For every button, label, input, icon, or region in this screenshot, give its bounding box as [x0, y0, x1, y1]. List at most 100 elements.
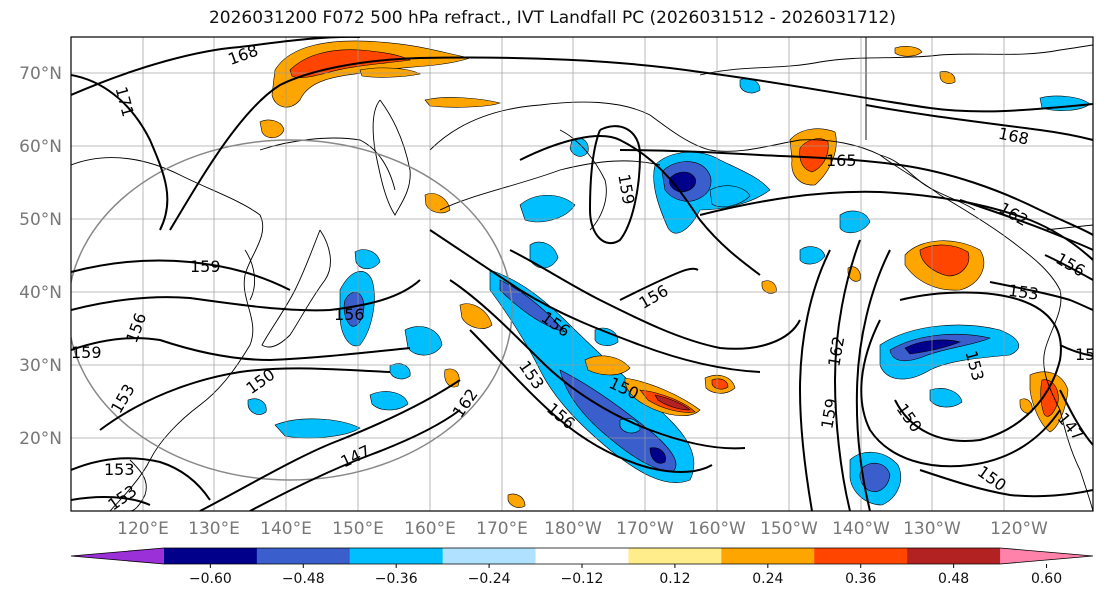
map-plot-area: 168 171 165 168 162 156 153 159 156 156 … — [71, 37, 1095, 511]
contour-156-central — [619, 267, 699, 301]
anomaly-north-orange-3 — [259, 119, 285, 139]
contour-147 — [249, 409, 461, 511]
lon-label: 160°W — [688, 519, 746, 539]
colorbar-segment — [163, 548, 258, 564]
contour-156-coast — [1044, 254, 1093, 281]
contour-165-gulf — [619, 149, 1093, 236]
contour-15-coast — [1059, 344, 1093, 357]
anomaly-red-800 — [799, 138, 829, 173]
contour-156-japan — [71, 279, 421, 312]
contour-150-low — [199, 379, 461, 511]
anomaly-orange-460 — [459, 303, 493, 329]
anomaly-coast-red — [1040, 379, 1059, 417]
anomaly-darkred-band — [654, 394, 691, 411]
coast-arctic — [699, 44, 1093, 76]
contour-150 — [99, 367, 391, 431]
contour-156-ar — [429, 229, 761, 373]
contour-156-low — [71, 496, 151, 506]
colorbar-tick-label: 0.36 — [845, 571, 876, 587]
colorbar-extend-low — [71, 548, 164, 564]
colorbar-tick-label: −0.24 — [468, 571, 511, 587]
colorbar-segment — [442, 548, 537, 564]
contour-168-right — [865, 104, 1093, 141]
colorbar-tick-label: 0.24 — [752, 571, 783, 587]
lat-label-30n: 30°N — [19, 356, 62, 376]
map-frame — [70, 36, 1094, 512]
contour-156-loop — [519, 135, 761, 276]
lon-label: 120°E — [117, 519, 169, 539]
lon-label: 130°E — [188, 519, 240, 539]
colorbar-tick-label: −0.36 — [375, 571, 418, 587]
lat-label-70n: 70°N — [19, 64, 62, 84]
anomaly-east-blue-2 — [929, 388, 963, 408]
coast-kamchatka — [372, 99, 411, 216]
anomaly-south-blue-mid — [859, 462, 891, 492]
coast-philippines — [129, 459, 147, 511]
anomaly-blue-south-2 — [369, 391, 409, 411]
coast-border-2 — [1044, 224, 1093, 231]
colorbar-ticks: −0.60 −0.48 −0.36 −0.24 −0.12 0.12 0.24 0.36 0.4… — [189, 564, 1062, 587]
colorbar-segment — [628, 548, 722, 564]
colorbar-tick-label: 0.48 — [938, 571, 969, 587]
lon-label: 150°W — [760, 519, 818, 539]
anomaly-blue-520 — [519, 195, 576, 223]
anomaly-blue-840 — [839, 210, 871, 234]
coast-bering — [559, 129, 607, 231]
anomaly-orange-5 — [894, 46, 923, 57]
anomaly-orange-6 — [939, 71, 956, 84]
anomaly-orange-515 — [507, 493, 526, 508]
lat-label-20n: 20°N — [19, 429, 62, 449]
lon-label: 150°E — [332, 519, 384, 539]
contour-156-vert — [798, 249, 831, 511]
contour-159-japan — [71, 259, 291, 291]
latitude-labels: 70°N 60°N 50°N 40°N 30°N 20°N — [19, 64, 62, 449]
lon-label: 130°W — [903, 519, 961, 539]
contour-153-japan — [71, 337, 411, 362]
contour-label: 153 — [1007, 281, 1040, 304]
colorbar-tick-label: 0.12 — [659, 571, 690, 587]
coast-asia — [71, 157, 264, 511]
anomaly-blue-410 — [404, 326, 443, 356]
lon-label: 140°W — [832, 519, 890, 539]
contour-162-vert — [833, 239, 861, 511]
colorbar-tick-label: −0.12 — [561, 571, 604, 587]
colorbar-segment — [907, 548, 1001, 564]
contour-159-tongue — [588, 125, 642, 245]
lon-label: 170°E — [476, 519, 528, 539]
contour-147-se — [1059, 389, 1093, 446]
anomaly-east-blue-dark — [904, 339, 961, 355]
contour-label: 156 — [334, 305, 365, 324]
colorbar-outline — [70, 547, 1094, 565]
contour-label: 159 — [71, 343, 102, 362]
anomaly-blue-800 — [799, 246, 826, 265]
contour-label: 165 — [826, 151, 857, 170]
contour-153-coast — [989, 281, 1093, 311]
lon-label: 120°W — [990, 519, 1048, 539]
lat-label-50n: 50°N — [19, 210, 62, 230]
longitude-labels: 120°E 130°E 140°E 150°E 160°E 170°E 180°… — [117, 519, 1048, 539]
lat-label-40n: 40°N — [19, 283, 62, 303]
coast-aleutians — [439, 160, 661, 211]
anomaly-blue-545 — [529, 241, 559, 269]
contour-label: 159 — [190, 257, 221, 276]
colorbar: −0.60 −0.48 −0.36 −0.24 −0.12 0.12 0.24 0.36 0.4… — [70, 547, 1094, 587]
landfall-region-circle — [71, 139, 513, 481]
lat-label-60n: 60°N — [19, 137, 62, 157]
anomaly-ar-blue-dark — [649, 447, 666, 464]
contour-171 — [71, 74, 169, 231]
contour-label: 15 — [1075, 345, 1095, 364]
anomaly-blue-620 — [619, 418, 641, 434]
colorbar-segments — [70, 547, 1094, 565]
anomaly-red-710 — [711, 378, 729, 390]
contour-150-east — [860, 319, 1061, 468]
colorbar-tick-label: 0.60 — [1031, 571, 1062, 587]
contour-159-ar — [509, 249, 801, 350]
colorbar-segment — [814, 548, 908, 564]
coast-japan — [261, 229, 331, 348]
gridlines — [71, 37, 1093, 511]
anomaly-blue-south-3 — [389, 363, 411, 380]
anomaly-coast-orange-2 — [1019, 398, 1033, 414]
lon-label: 160°E — [404, 519, 456, 539]
colorbar-segment — [349, 548, 444, 564]
